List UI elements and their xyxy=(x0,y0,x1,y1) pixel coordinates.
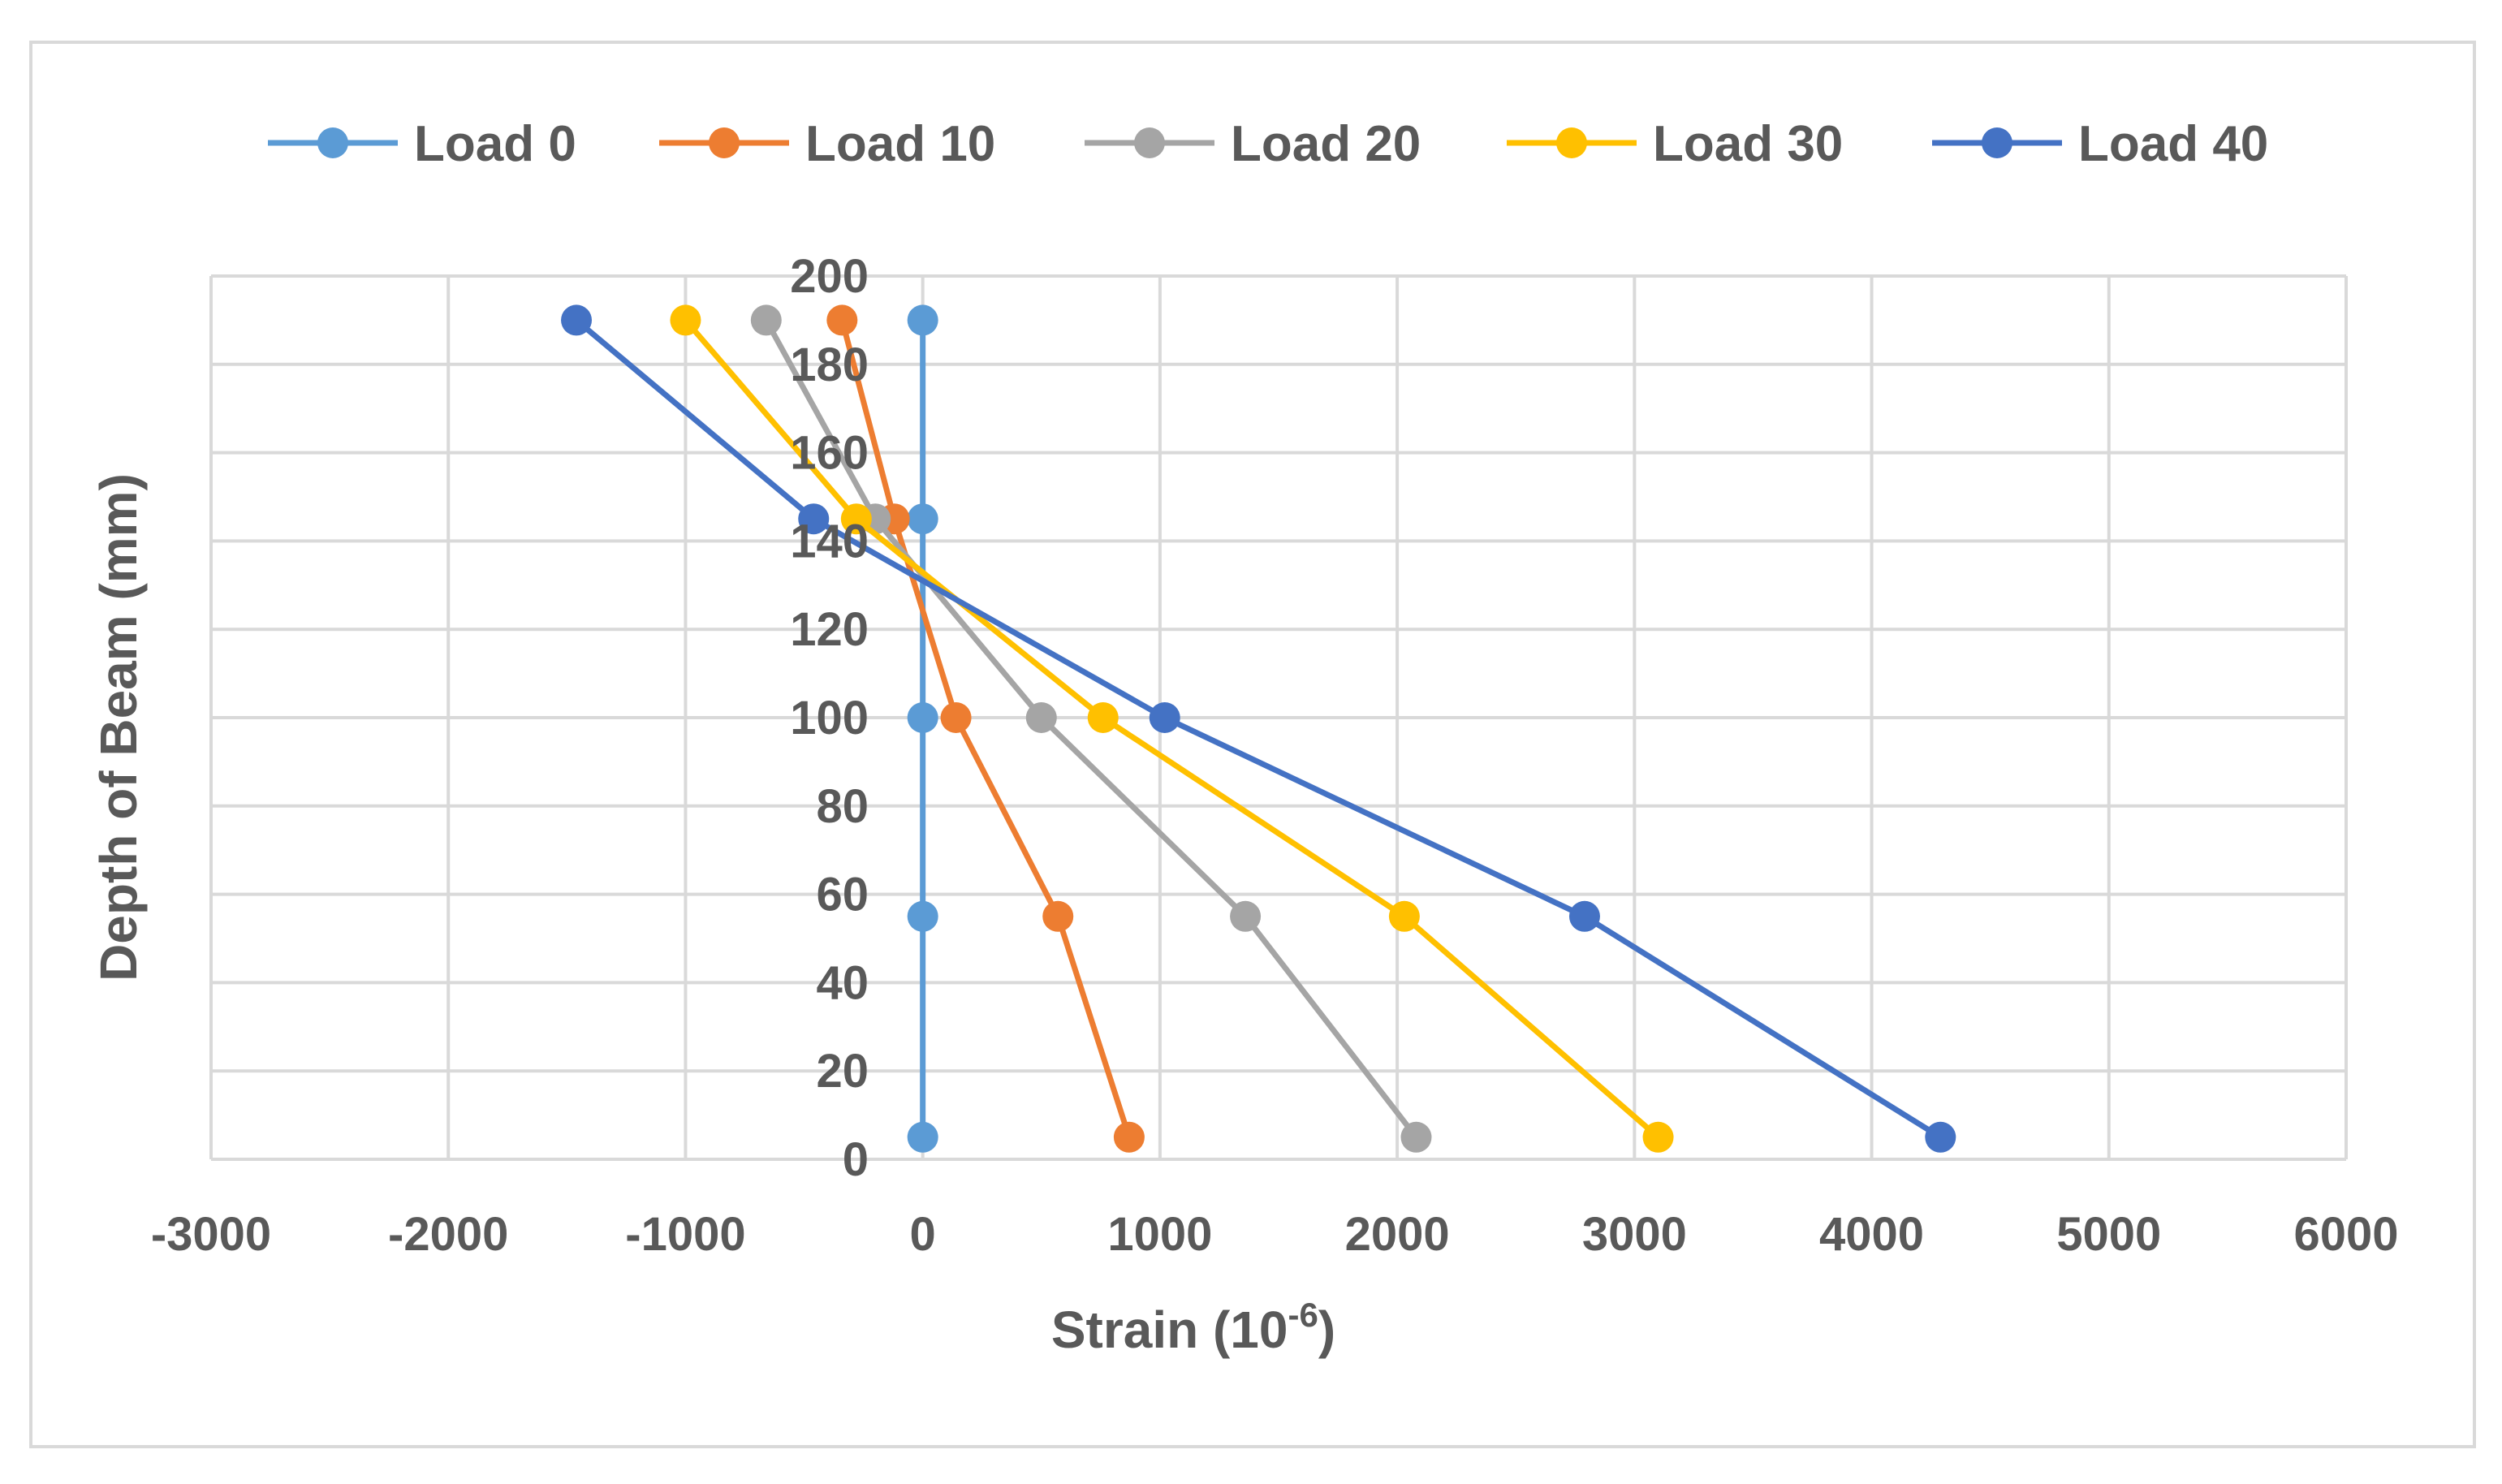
x-tick-labels: -3000 -2000 -1000 0 1000 2000 3000 4000 5000 6000 xyxy=(151,1208,2399,1261)
data-point xyxy=(1925,1121,1956,1153)
x-tick-label: 2000 xyxy=(1345,1208,1450,1261)
x-tick-label: 6000 xyxy=(2293,1208,2398,1261)
data-point xyxy=(1642,1121,1674,1153)
data-point xyxy=(907,503,938,535)
data-point xyxy=(1042,900,1074,932)
legend-label: Load 10 xyxy=(805,116,995,172)
y-tick-label: 60 xyxy=(816,869,869,921)
legend-marker xyxy=(317,127,348,158)
data-point xyxy=(1087,702,1119,733)
legend-label: Load 20 xyxy=(1231,116,1421,172)
legend-item: Load 40 xyxy=(1932,116,2268,172)
y-tick-label: 0 xyxy=(843,1133,869,1186)
legend-marker xyxy=(1982,127,2012,158)
series-line xyxy=(839,319,1132,1138)
y-tick-label: 160 xyxy=(790,427,869,480)
legend-marker xyxy=(709,127,740,158)
data-point xyxy=(1113,1121,1145,1153)
legend-marker xyxy=(1134,127,1165,158)
legend-label: Load 0 xyxy=(414,116,576,172)
legend-item: Load 0 xyxy=(268,116,576,172)
grid xyxy=(209,274,2348,1161)
data-point xyxy=(940,702,972,733)
legend-marker xyxy=(1556,127,1587,158)
legend-item: Load 10 xyxy=(659,116,995,172)
y-tick-label: 140 xyxy=(790,515,869,567)
legend-item: Load 30 xyxy=(1507,116,1843,172)
x-axis-title-superscript: -6 xyxy=(1288,1296,1318,1334)
series-load-0 xyxy=(907,304,938,1153)
data-point xyxy=(1025,702,1057,733)
data-point xyxy=(907,304,938,336)
y-axis-title: Depth of Beam (mm) xyxy=(89,473,148,981)
data-point xyxy=(907,900,938,932)
x-tick-label: 3000 xyxy=(1582,1208,1687,1261)
series-lines xyxy=(561,304,1956,1153)
x-tick-label: 0 xyxy=(910,1208,936,1261)
data-point xyxy=(907,702,938,733)
series-line xyxy=(574,317,1943,1140)
x-tick-label: 5000 xyxy=(2056,1208,2161,1261)
series-load-30 xyxy=(670,304,1674,1153)
y-tick-label: 120 xyxy=(790,603,869,656)
y-tick-label: 200 xyxy=(790,250,869,303)
y-tick-label: 40 xyxy=(816,956,869,1009)
data-point xyxy=(798,503,830,535)
data-point xyxy=(1388,900,1420,932)
x-tick-label: 4000 xyxy=(1819,1208,1924,1261)
y-tick-label: 180 xyxy=(790,339,869,391)
data-point xyxy=(670,304,701,336)
data-point xyxy=(1230,900,1262,932)
x-tick-label: -2000 xyxy=(388,1208,508,1261)
y-tick-label: 20 xyxy=(816,1045,869,1098)
data-point xyxy=(826,304,858,336)
y-tick-label: 100 xyxy=(790,692,869,744)
data-point xyxy=(561,304,593,336)
data-point xyxy=(1568,900,1600,932)
data-point xyxy=(750,304,782,336)
legend-label: Load 40 xyxy=(2078,116,2268,172)
data-point xyxy=(907,1121,938,1153)
series-load-40 xyxy=(561,304,1956,1153)
y-tick-labels: 0 20 40 60 80 100 120 140 160 180 200 xyxy=(790,250,869,1186)
x-tick-label: -1000 xyxy=(625,1208,745,1261)
data-point xyxy=(1400,1121,1432,1153)
x-axis-title: Strain (10-6) xyxy=(1051,1296,1335,1359)
legend-item: Load 20 xyxy=(1085,116,1421,172)
x-tick-label: 1000 xyxy=(1107,1208,1212,1261)
y-tick-label: 80 xyxy=(816,780,869,833)
legend-label: Load 30 xyxy=(1653,116,1843,172)
legend: Load 0 Load 10 Load 20 Load 30 Load 40 xyxy=(268,116,2268,172)
data-point xyxy=(1149,702,1180,733)
data-point xyxy=(840,503,872,535)
x-tick-label: -3000 xyxy=(151,1208,271,1261)
